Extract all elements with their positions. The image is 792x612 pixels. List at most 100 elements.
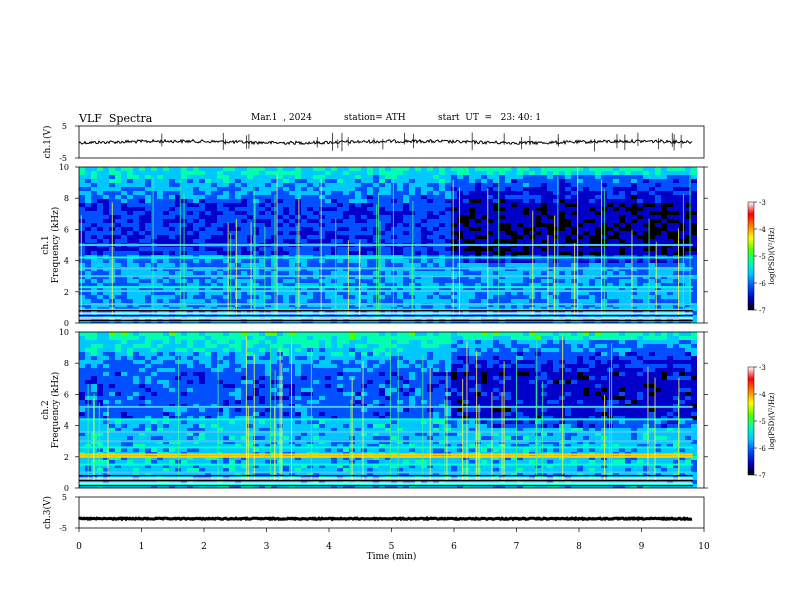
- spectrogram-cell: [271, 251, 277, 255]
- spectrogram-cell: [211, 336, 217, 340]
- spectrogram-cell: [217, 247, 223, 251]
- spectrogram-cell: [481, 223, 487, 227]
- spectrogram-cell: [529, 219, 535, 223]
- spectrogram-cell: [631, 247, 637, 251]
- spectrogram-cell: [241, 348, 247, 352]
- spectrogram-cell: [505, 175, 511, 179]
- spectrogram-cell: [157, 251, 163, 255]
- spectrogram-cell: [427, 175, 433, 179]
- spectrogram-cell: [631, 299, 637, 303]
- spectrogram-cell: [565, 203, 571, 207]
- spectrogram-cell: [277, 191, 283, 195]
- spectrogram-cell: [487, 227, 493, 231]
- spectrogram-cell: [343, 287, 349, 291]
- spectrogram-cell: [691, 243, 697, 247]
- spectrogram-cell: [217, 332, 223, 336]
- spectrogram-cell: [475, 215, 481, 219]
- spectrogram-cell: [433, 167, 439, 171]
- spectrogram-cell: [121, 364, 127, 368]
- spectrogram-cell: [547, 332, 553, 336]
- spectrogram-cell: [133, 364, 139, 368]
- spectrogram-cell: [301, 179, 307, 183]
- spectrogram-cell: [619, 291, 625, 295]
- spectrogram-cell: [583, 183, 589, 187]
- spectrogram-cell: [559, 199, 565, 203]
- spectrogram-cell: [595, 175, 601, 179]
- spectrogram-cell: [349, 263, 355, 267]
- spectrogram-cell: [283, 211, 289, 215]
- spectrogram-cell: [277, 287, 283, 291]
- spectrogram-cell: [313, 295, 319, 299]
- spectrogram-cell: [433, 344, 439, 348]
- spectrogram-cell: [583, 219, 589, 223]
- spectrogram-cell: [187, 295, 193, 299]
- spectrogram-cell: [187, 175, 193, 179]
- spectrogram-cell: [157, 259, 163, 263]
- spectrogram-cell: [367, 279, 373, 283]
- spectrogram-cell: [517, 340, 523, 344]
- spectrogram-cell: [307, 263, 313, 267]
- spectrogram-cell: [631, 191, 637, 195]
- spectrogram-cell: [523, 295, 529, 299]
- spectrogram-cell: [583, 279, 589, 283]
- spectrogram-cell: [403, 295, 409, 299]
- spectrogram-cell: [535, 231, 541, 235]
- spectrogram-cell: [331, 263, 337, 267]
- spectrogram-cell: [307, 231, 313, 235]
- spectrogram-cell: [217, 295, 223, 299]
- spectrogram-cell: [349, 219, 355, 223]
- spectrogram-cell: [427, 356, 433, 360]
- spectrogram-cell: [655, 299, 661, 303]
- spectrogram-cell: [553, 167, 559, 171]
- spectrogram-cell: [343, 344, 349, 348]
- spectrogram-cell: [139, 291, 145, 295]
- spectrogram-cell: [355, 167, 361, 171]
- spectrogram-cell: [193, 263, 199, 267]
- spectrogram-cell: [133, 279, 139, 283]
- spectrogram-cell: [415, 360, 421, 364]
- spectrogram-cell: [637, 239, 643, 243]
- spectrogram-cell: [451, 179, 457, 183]
- spectrogram-cell: [211, 263, 217, 267]
- spectrogram-cell: [391, 340, 397, 344]
- spectrogram-cell: [295, 251, 301, 255]
- spectrogram-cell: [271, 263, 277, 267]
- spectrogram-cell: [373, 175, 379, 179]
- spectrogram-cell: [109, 332, 115, 336]
- spectrogram-cell: [103, 263, 109, 267]
- spectrogram-cell: [463, 239, 469, 243]
- spectrogram-cell: [343, 235, 349, 239]
- spectrogram-cell: [403, 299, 409, 303]
- spectrogram-cell: [145, 344, 151, 348]
- spectrogram-cell: [301, 279, 307, 283]
- spectrogram-cell: [589, 179, 595, 183]
- spectrogram-cell: [211, 259, 217, 263]
- spectrogram-cell: [625, 360, 631, 364]
- spectrogram-cell: [445, 199, 451, 203]
- spectrogram-cell: [253, 356, 259, 360]
- spectrogram-cell: [559, 295, 565, 299]
- spectrogram-cell: [397, 336, 403, 340]
- spectrogram-cell: [499, 211, 505, 215]
- spectrogram-cell: [169, 223, 175, 227]
- spectrogram-cell: [649, 179, 655, 183]
- spectrogram-cell: [331, 227, 337, 231]
- spectrogram-cell: [331, 235, 337, 239]
- spectrogram-cell: [685, 231, 691, 235]
- spectrogram-cell: [631, 279, 637, 283]
- spectrogram-cell: [121, 167, 127, 171]
- spectrogram-cell: [679, 183, 685, 187]
- spectrogram-cell: [517, 247, 523, 251]
- spectrogram-cell: [151, 175, 157, 179]
- spectrogram-cell: [337, 235, 343, 239]
- spectrogram-cell: [151, 287, 157, 291]
- spectrogram-cell: [301, 291, 307, 295]
- spectrogram-cell: [439, 223, 445, 227]
- spectrogram-cell: [343, 259, 349, 263]
- spectrogram-cell: [565, 235, 571, 239]
- spectrogram-cell: [517, 179, 523, 183]
- spectrogram-cell: [235, 279, 241, 283]
- spectrogram-cell: [655, 340, 661, 344]
- spectrogram-cell: [337, 187, 343, 191]
- spectrogram-cell: [157, 299, 163, 303]
